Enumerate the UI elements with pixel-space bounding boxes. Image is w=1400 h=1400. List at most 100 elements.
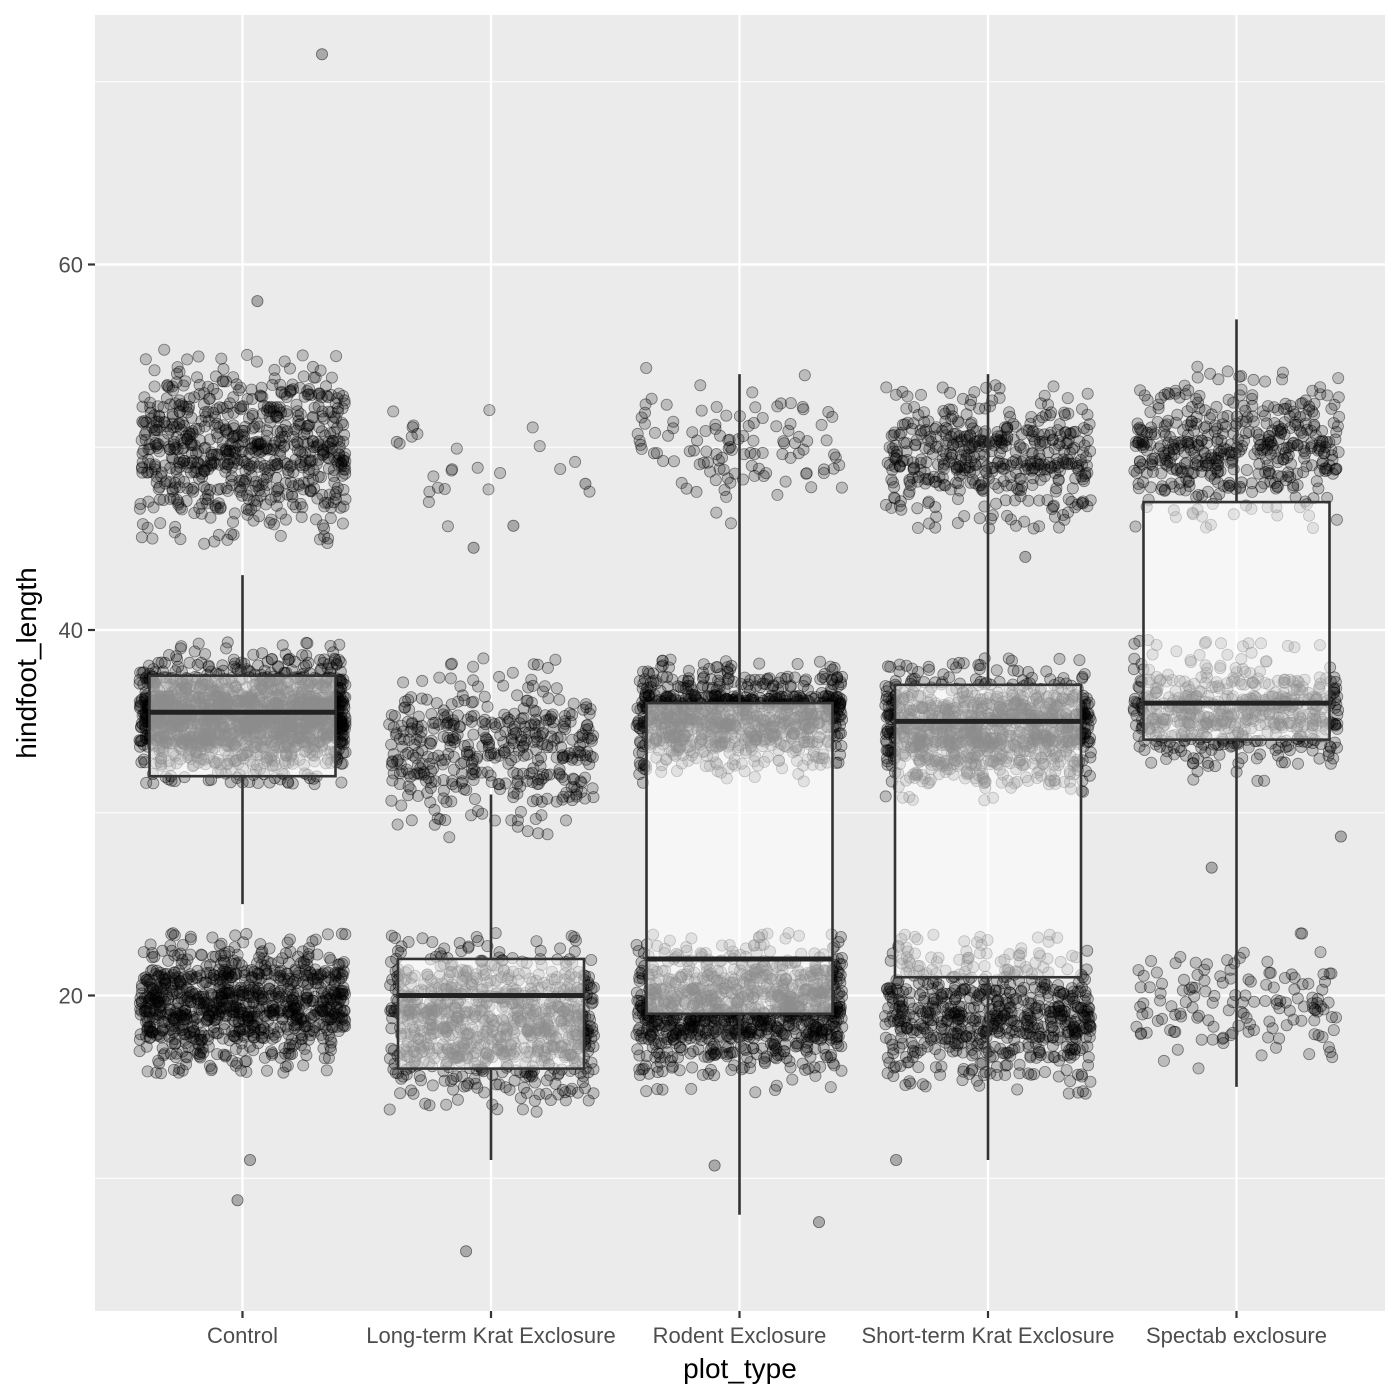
data-point [168, 929, 181, 942]
data-point [184, 948, 197, 961]
data-point [383, 1052, 396, 1065]
data-point [424, 782, 437, 795]
data-point [154, 517, 167, 530]
data-point [169, 441, 182, 454]
data-point [710, 506, 723, 519]
data-point [169, 397, 182, 410]
data-point [286, 378, 299, 391]
data-point [270, 471, 283, 484]
data-point [198, 537, 211, 550]
data-point [472, 934, 485, 947]
data-point [257, 473, 270, 486]
data-point [335, 927, 348, 940]
data-point [529, 727, 542, 740]
data-point [266, 378, 279, 391]
data-point [206, 1010, 219, 1023]
data-point [579, 771, 592, 784]
data-point [633, 434, 646, 447]
data-point [247, 981, 260, 994]
data-point [391, 818, 404, 831]
data-point [324, 1013, 337, 1026]
data-point [260, 429, 273, 442]
data-point [228, 507, 241, 520]
data-point [153, 1057, 166, 1070]
data-point [454, 680, 467, 693]
data-point [215, 352, 228, 365]
data-point [235, 400, 248, 413]
data-point [299, 454, 312, 467]
data-point [229, 929, 242, 942]
data-point [544, 713, 557, 726]
data-point [320, 1064, 333, 1077]
data-point [242, 412, 255, 425]
data-point [135, 462, 148, 475]
data-point [239, 1055, 252, 1068]
data-point [186, 454, 199, 467]
data-point [451, 1093, 464, 1106]
data-point [193, 1048, 206, 1061]
data-point [771, 400, 784, 413]
data-point [430, 697, 443, 710]
data-point [506, 666, 519, 679]
data-point [305, 388, 318, 401]
data-point [148, 364, 161, 377]
data-point [484, 769, 497, 782]
data-point [279, 513, 292, 526]
data-point [324, 954, 337, 967]
data-point [246, 409, 259, 422]
data-point [245, 469, 258, 482]
data-point [170, 1047, 183, 1060]
data-point [181, 973, 194, 986]
data-point [301, 437, 314, 450]
data-point [287, 1001, 300, 1014]
data-point [511, 777, 524, 790]
data-point [265, 653, 278, 666]
data-point [153, 409, 166, 422]
data-point [749, 401, 762, 414]
data-point [281, 488, 294, 501]
data-point [245, 971, 258, 984]
data-point [227, 422, 240, 435]
data-point [324, 512, 337, 525]
data-point [770, 420, 783, 433]
data-point [398, 695, 411, 708]
data-point [265, 459, 278, 472]
data-point [148, 1024, 161, 1037]
data-point [638, 417, 651, 430]
data-point [248, 420, 261, 433]
data-point [183, 392, 196, 405]
data-point [146, 421, 159, 434]
data-point [218, 457, 231, 470]
data-point [198, 464, 211, 477]
data-point [185, 447, 198, 460]
data-point [237, 400, 250, 413]
data-point [444, 672, 457, 685]
data-point [314, 664, 327, 677]
data-point [339, 455, 352, 468]
data-point [328, 476, 341, 489]
data-point [267, 1022, 280, 1035]
data-point [482, 483, 495, 496]
data-point [179, 1033, 192, 1046]
data-point [260, 1064, 273, 1077]
data-point [586, 992, 599, 1005]
data-point [587, 791, 600, 804]
data-point [462, 739, 475, 752]
data-point [484, 749, 497, 762]
data-point [173, 453, 186, 466]
data-point [405, 1084, 418, 1097]
data-point [306, 935, 319, 948]
data-point [271, 483, 284, 496]
data-point [137, 444, 150, 457]
data-point [176, 456, 189, 469]
data-point [210, 387, 223, 400]
data-point [248, 494, 261, 507]
data-point [447, 751, 460, 764]
data-point [318, 522, 331, 535]
data-point [167, 492, 180, 505]
data-point [142, 495, 155, 508]
data-point [276, 423, 289, 436]
data-point [214, 502, 227, 515]
data-point [395, 799, 408, 812]
data-point [138, 428, 151, 441]
